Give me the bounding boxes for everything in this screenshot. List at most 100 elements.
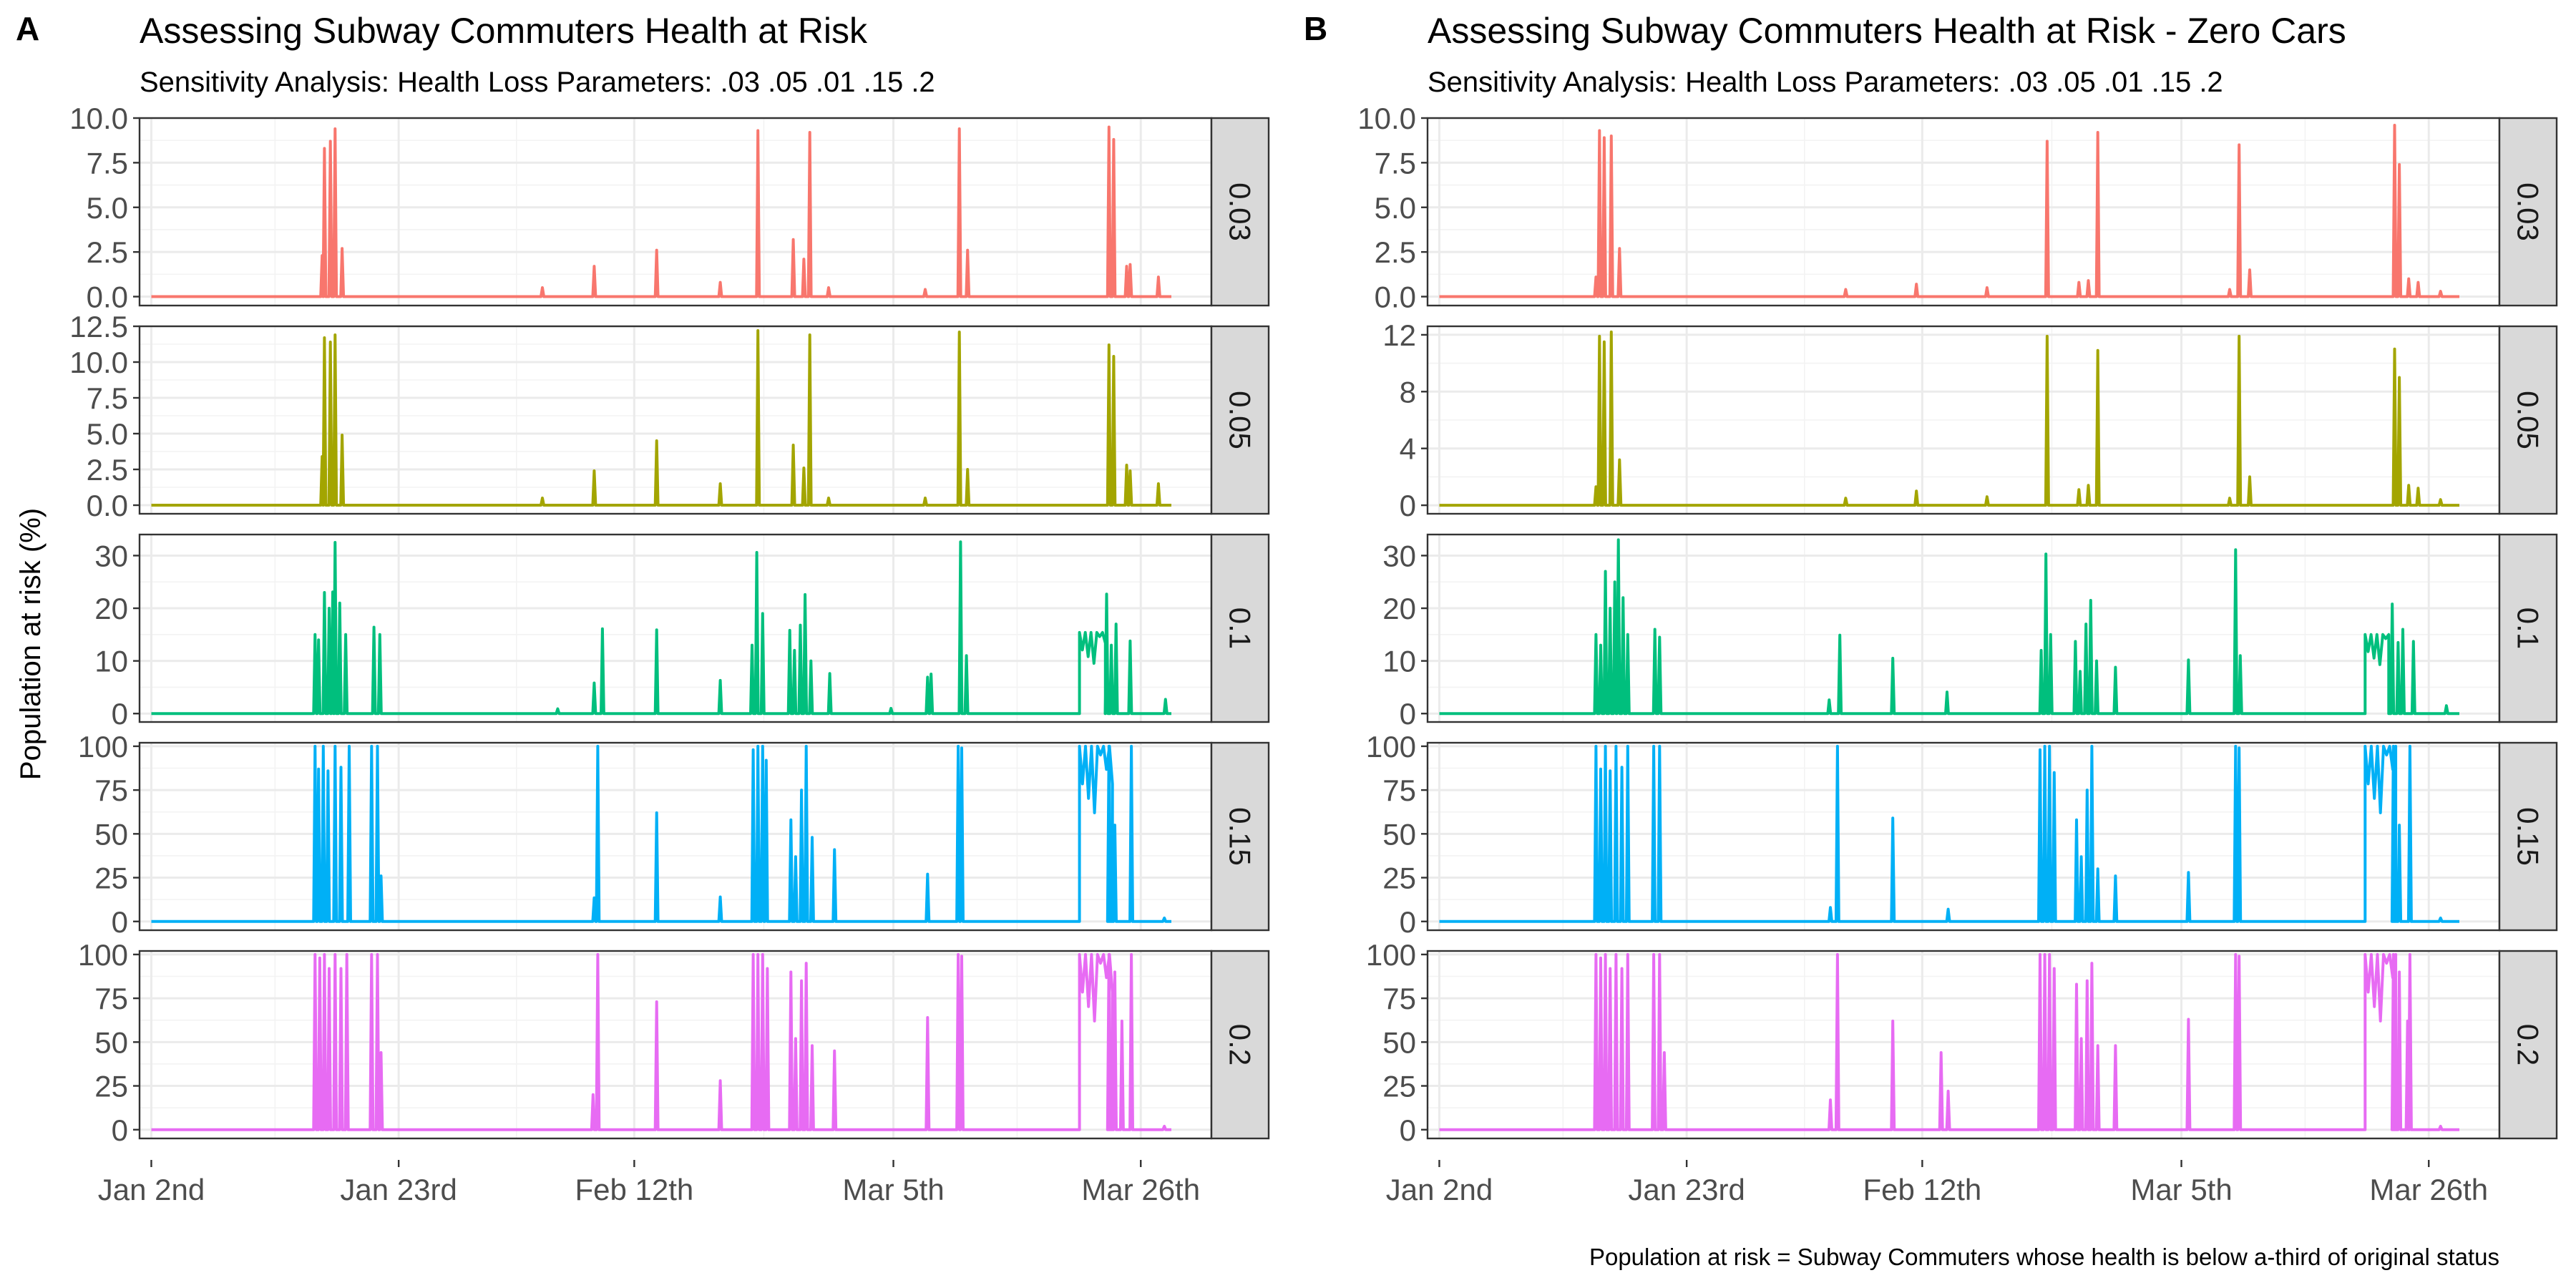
y-tick-label: 0 bbox=[1400, 697, 1416, 731]
y-tick-label: 12.5 bbox=[69, 310, 128, 343]
y-tick-label: 10 bbox=[1382, 645, 1416, 678]
y-tick-label: 2.5 bbox=[87, 235, 128, 269]
x-axis: Jan 2nd Jan 23rd Feb 12th Mar 5th Mar 26th bbox=[98, 1160, 1200, 1206]
y-tick-label: 0 bbox=[1400, 1113, 1416, 1147]
y-tick-label: 10.0 bbox=[1357, 102, 1416, 135]
facet-strip bbox=[1210, 325, 1270, 515]
panel-letter: B bbox=[1304, 10, 1327, 47]
facet-strip bbox=[1210, 741, 1270, 932]
facet-strip-label: 0.15 bbox=[2512, 807, 2545, 866]
panel-letter: A bbox=[16, 10, 39, 47]
y-tick-label: 10.0 bbox=[69, 102, 128, 135]
y-tick-label: 50 bbox=[1382, 817, 1416, 851]
y-tick-label: 8 bbox=[1400, 375, 1416, 409]
y-tick-label: 75 bbox=[1382, 774, 1416, 807]
facet-strip bbox=[1210, 533, 1270, 723]
x-tick-label: Mar 5th bbox=[2130, 1173, 2232, 1206]
y-tick-label: 12 bbox=[1382, 318, 1416, 352]
x-tick-label: Mar 26th bbox=[2369, 1173, 2488, 1206]
facet-0.1: 0 10 20 30 0.1 bbox=[1382, 533, 2558, 731]
series-line-0.2 bbox=[1439, 952, 2459, 1131]
y-tick-label: 7.5 bbox=[87, 146, 128, 180]
facet-0.2: 0 25 50 75 100 0.2 bbox=[78, 938, 1270, 1147]
facet-strip-label: 0.05 bbox=[2512, 391, 2545, 449]
y-tick-label: 100 bbox=[1366, 730, 1416, 763]
series-line-0.05 bbox=[151, 329, 1171, 507]
facet-frame bbox=[1426, 533, 2501, 723]
figure-caption: Population at risk = Subway Commuters wh… bbox=[1589, 1244, 2499, 1270]
x-tick-label: Jan 23rd bbox=[1628, 1173, 1745, 1206]
y-tick-label: 0.0 bbox=[1375, 280, 1416, 314]
panel-title: Assessing Subway Commuters Health at Ris… bbox=[1428, 11, 2346, 51]
facet-strip-label: 0.15 bbox=[1224, 807, 1257, 866]
y-tick-label: 10.0 bbox=[69, 346, 128, 379]
y-tick-label: 100 bbox=[78, 730, 128, 763]
series-line-0.15 bbox=[151, 744, 1171, 923]
x-tick-label: Feb 12th bbox=[1863, 1173, 1981, 1206]
facet-grid: 0.02.55.07.510.00.03048120.0501020300.10… bbox=[1357, 102, 2558, 1147]
y-tick-label: 0.0 bbox=[87, 280, 128, 314]
y-tick-label: 25 bbox=[1382, 1070, 1416, 1103]
y-tick-label: 5.0 bbox=[1375, 191, 1416, 225]
series-line-0.05 bbox=[1439, 330, 2459, 507]
panel-subtitle: Sensitivity Analysis: Health Loss Parame… bbox=[140, 67, 935, 98]
series-line-0.2 bbox=[151, 952, 1171, 1131]
panel-subtitle: Sensitivity Analysis: Health Loss Parame… bbox=[1428, 67, 2223, 98]
facet-0.1: 0 10 20 30 0.1 bbox=[94, 533, 1270, 731]
facet-strip-label: 0.05 bbox=[1224, 391, 1257, 449]
y-tick-label: 2.5 bbox=[1375, 235, 1416, 269]
facet-frame bbox=[1426, 117, 2501, 307]
y-tick-label: 100 bbox=[78, 938, 128, 972]
panel-title: Assessing Subway Commuters Health at Ris… bbox=[140, 11, 868, 51]
facet-strip-label: 0.1 bbox=[2512, 608, 2545, 649]
facet-grid: 0.02.55.07.510.00.030.02.55.07.510.012.5… bbox=[69, 102, 1270, 1147]
facet-frame bbox=[138, 533, 1213, 723]
y-tick-label: 75 bbox=[94, 982, 128, 1015]
x-tick-label: Jan 2nd bbox=[1386, 1173, 1493, 1206]
y-tick-label: 30 bbox=[94, 539, 128, 572]
facet-frame bbox=[138, 950, 1213, 1140]
facet-strip-label: 0.2 bbox=[2512, 1024, 2545, 1065]
x-tick-label: Feb 12th bbox=[575, 1173, 693, 1206]
y-tick-label: 100 bbox=[1366, 938, 1416, 972]
y-tick-label: 50 bbox=[94, 817, 128, 851]
facet-0.15: 0 25 50 75 100 0.15 bbox=[78, 730, 1270, 939]
x-tick-label: Jan 2nd bbox=[98, 1173, 205, 1206]
y-tick-label: 10 bbox=[94, 645, 128, 678]
y-tick-label: 25 bbox=[94, 862, 128, 895]
facet-strip-label: 0.03 bbox=[2512, 182, 2545, 241]
y-tick-label: 0 bbox=[1400, 905, 1416, 939]
y-axis-title: Population at risk (%) bbox=[15, 508, 47, 780]
y-tick-label: 30 bbox=[1382, 539, 1416, 572]
facet-strip-label: 0.2 bbox=[1224, 1024, 1257, 1065]
x-tick-label: Mar 26th bbox=[1081, 1173, 1200, 1206]
y-tick-label: 20 bbox=[94, 592, 128, 625]
facet-0.15: 0 25 50 75 100 0.15 bbox=[1366, 730, 2558, 939]
y-tick-label: 0 bbox=[112, 1113, 128, 1147]
y-tick-label: 25 bbox=[1382, 862, 1416, 895]
facet-strip bbox=[2498, 533, 2558, 723]
facet-strip-label: 0.1 bbox=[1224, 608, 1257, 649]
facet-0.03: 0.0 2.5 5.0 7.5 10.0 0.03 bbox=[1357, 102, 2558, 314]
y-tick-label: 7.5 bbox=[87, 381, 128, 415]
facet-strip bbox=[2498, 117, 2558, 307]
facet-strip-label: 0.03 bbox=[1224, 182, 1257, 241]
y-tick-label: 7.5 bbox=[1375, 146, 1416, 180]
facet-strip bbox=[2498, 325, 2558, 515]
series-line-0.1 bbox=[151, 540, 1171, 716]
facet-frame bbox=[138, 325, 1213, 515]
facet-strip bbox=[1210, 117, 1270, 307]
facet-frame bbox=[1426, 950, 2501, 1140]
panel-a: A Assessing Subway Commuters Health at R… bbox=[16, 10, 1270, 1206]
x-axis: Jan 2nd Jan 23rd Feb 12th Mar 5th Mar 26th bbox=[1386, 1160, 2488, 1206]
series-line-0.1 bbox=[1439, 538, 2459, 716]
y-tick-label: 50 bbox=[1382, 1025, 1416, 1059]
y-tick-label: 20 bbox=[1382, 592, 1416, 625]
y-tick-label: 2.5 bbox=[87, 453, 128, 487]
y-tick-label: 0 bbox=[112, 905, 128, 939]
y-tick-label: 5.0 bbox=[87, 417, 128, 451]
x-tick-label: Mar 5th bbox=[842, 1173, 944, 1206]
y-tick-label: 25 bbox=[94, 1070, 128, 1103]
facet-strip bbox=[2498, 741, 2558, 932]
